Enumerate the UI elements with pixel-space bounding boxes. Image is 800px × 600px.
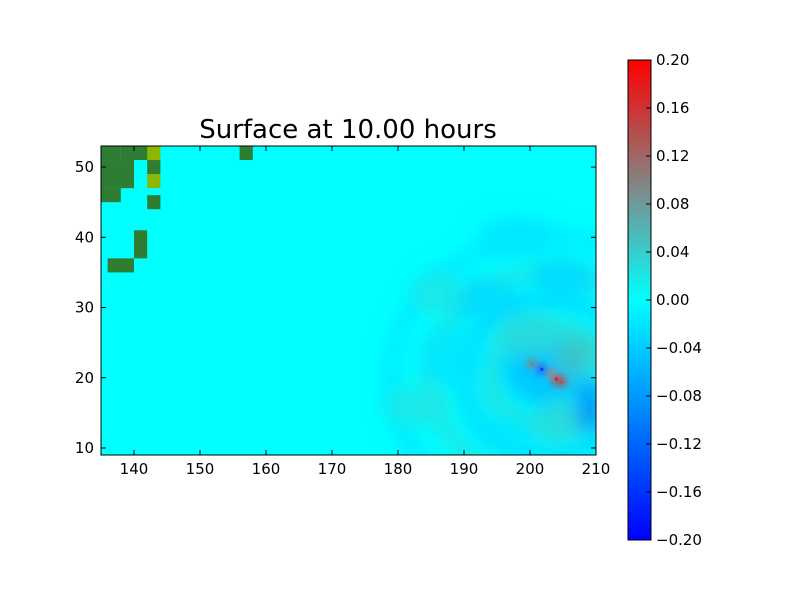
- land-cell: [239, 146, 253, 161]
- land-cell-highlight: [147, 174, 161, 189]
- x-tick-label: 200: [516, 460, 545, 478]
- x-tick-label: 190: [450, 460, 479, 478]
- land-cell: [101, 188, 121, 203]
- y-tick-label: 20: [75, 369, 94, 387]
- x-tick-label: 210: [582, 460, 611, 478]
- x-tick-label: 150: [186, 460, 215, 478]
- y-tick-label: 40: [75, 228, 94, 246]
- island-point: [560, 380, 564, 384]
- chart-title: Surface at 10.00 hours: [199, 115, 497, 145]
- wave-feature: [530, 258, 596, 301]
- wave-feature: [556, 335, 596, 378]
- colorbar-tick-label: −0.20: [656, 531, 702, 549]
- land-mask: [101, 146, 253, 273]
- wave-field: [384, 216, 596, 455]
- land-cell: [147, 195, 161, 210]
- plot-frame: [100, 145, 597, 456]
- land-cell: [134, 230, 148, 259]
- land-cell: [120, 146, 154, 161]
- wave-feature: [497, 314, 563, 357]
- land-cell: [101, 160, 134, 189]
- islands: [526, 358, 567, 387]
- land-cell-highlight: [147, 146, 161, 161]
- island-point: [530, 362, 534, 366]
- colorbar-tick-label: 0.08: [656, 195, 689, 213]
- land-cell: [147, 160, 161, 175]
- colorbar-tick-label: 0.16: [656, 99, 689, 117]
- y-axis: 10 20 30 40 50: [75, 158, 596, 457]
- colorbar: 0.20 0.16 0.12 0.08 0.04 0.00 −0.04 −0.08 −0.12 −…: [627, 51, 702, 549]
- wave-feature: [411, 272, 464, 315]
- x-tick-label: 160: [252, 460, 281, 478]
- x-tick-label: 170: [318, 460, 347, 478]
- wave-feature: [444, 279, 524, 322]
- x-tick-label: 180: [384, 460, 413, 478]
- wave-feature: [384, 384, 451, 427]
- colorbar-tick-label: 0.00: [656, 291, 689, 309]
- wave-feature: [417, 328, 484, 385]
- wave-feature: [477, 216, 557, 259]
- x-tick-label: 140: [120, 460, 149, 478]
- colorbar-tick-label: −0.16: [656, 483, 702, 501]
- wave-feature: [576, 377, 596, 434]
- colorbar-tick-label: −0.04: [656, 339, 702, 357]
- colorbar-ticks: 0.20 0.16 0.12 0.08 0.04 0.00 −0.04 −0.08 −0.12 −…: [646, 51, 702, 549]
- colorbar-tick-label: −0.12: [656, 435, 702, 453]
- colorbar-tick-label: 0.20: [656, 51, 689, 69]
- y-tick-label: 50: [75, 158, 94, 176]
- x-axis: 140 150 160 170 180 190 200 210: [120, 146, 611, 478]
- wave-feature: [470, 419, 537, 448]
- island-point: [548, 370, 552, 374]
- land-cell: [101, 146, 121, 161]
- colorbar-tick-label: −0.08: [656, 387, 702, 405]
- y-tick-label: 10: [75, 439, 94, 457]
- island-point: [554, 377, 559, 381]
- plot-area: 140 150 160 170 180 190 200 210 10 20 30 40 50: [75, 145, 611, 478]
- island-point: [540, 367, 544, 371]
- colorbar-tick-label: 0.12: [656, 147, 689, 165]
- land-cell: [107, 258, 134, 273]
- wave-feature: [536, 398, 590, 441]
- colorbar-tick-label: 0.04: [656, 243, 689, 261]
- y-tick-label: 30: [75, 299, 94, 317]
